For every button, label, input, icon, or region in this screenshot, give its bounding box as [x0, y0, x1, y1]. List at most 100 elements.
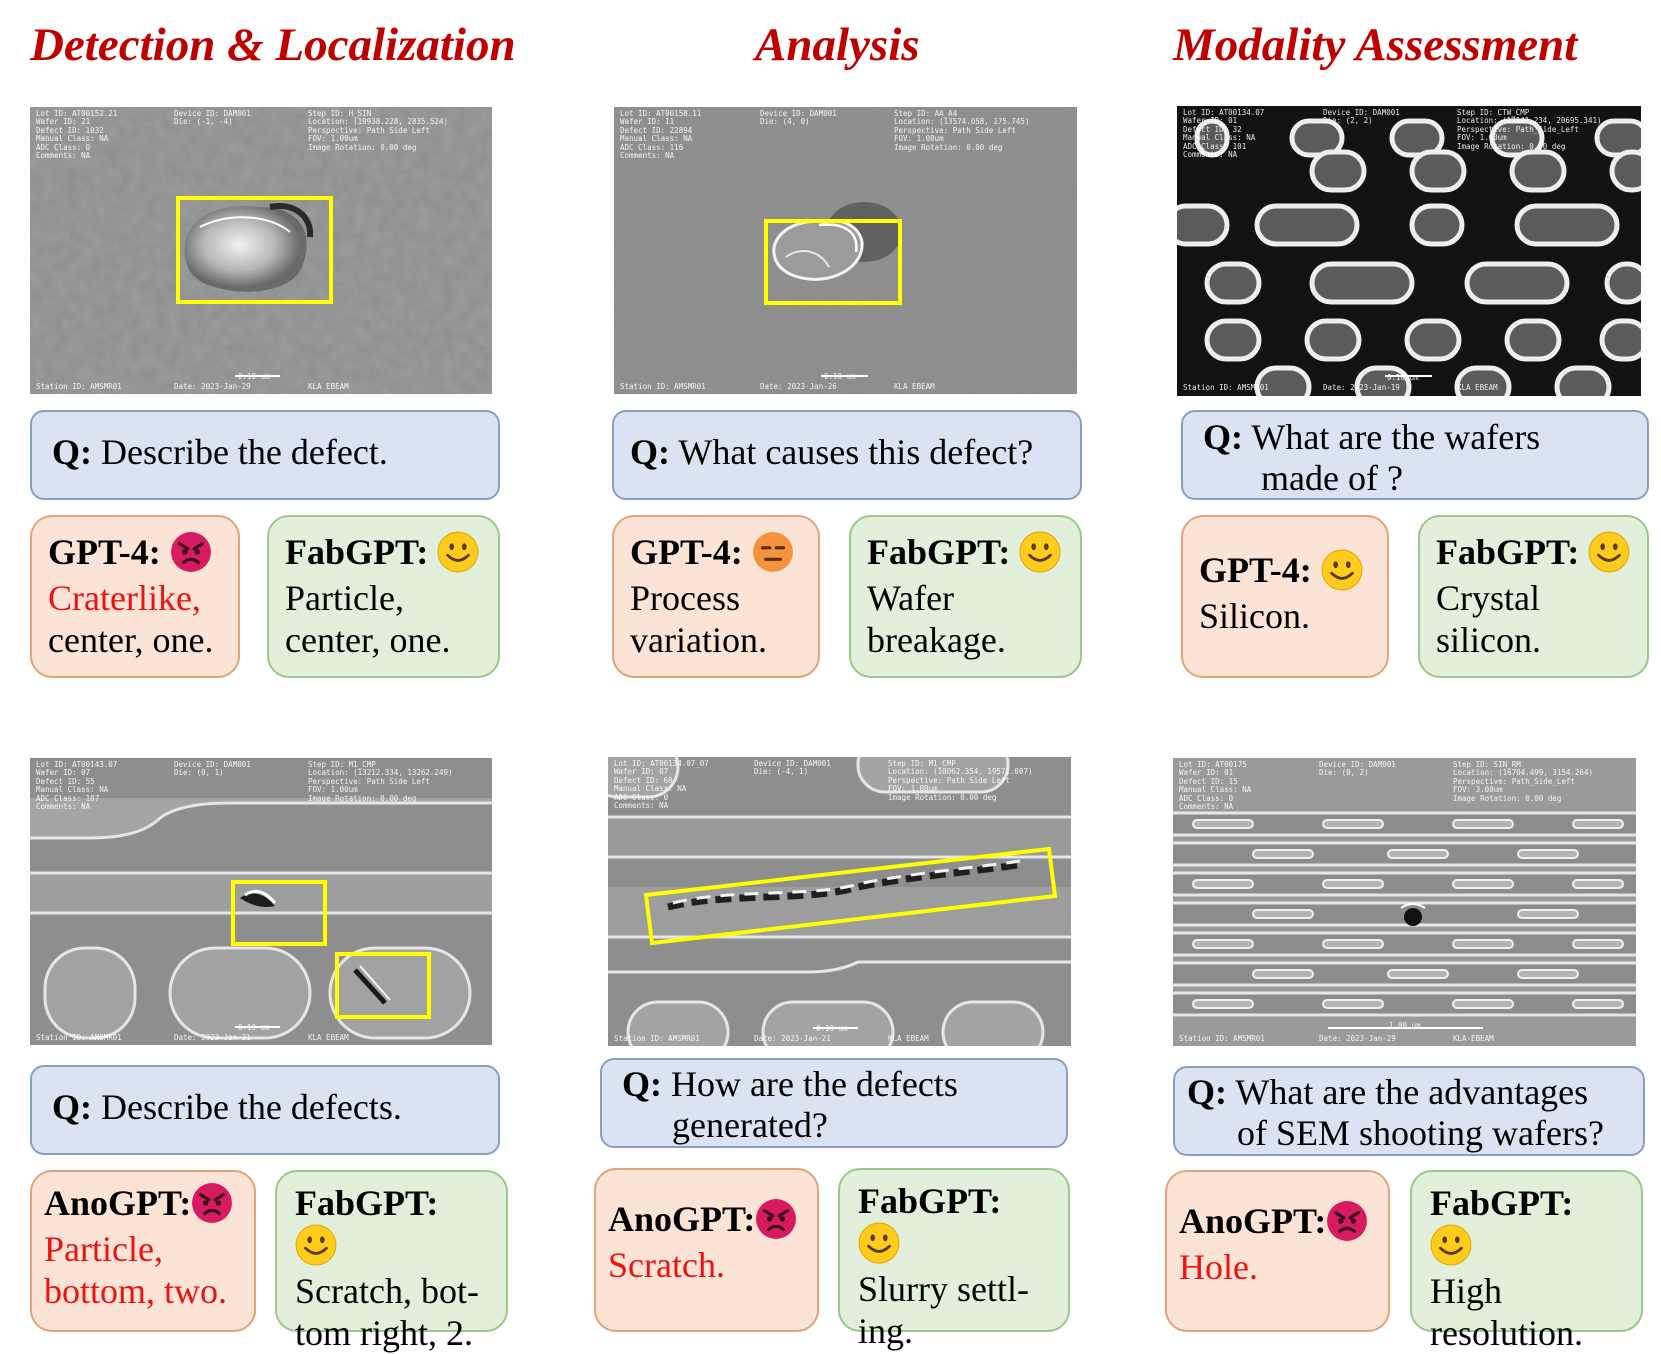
question-box-2: Q: What causes this defect?: [612, 410, 1082, 500]
smiley-face-icon: [1430, 1224, 1472, 1266]
answer-text: Process variation.: [630, 577, 767, 660]
sem-image-slurry-scratch: Lot ID: AT00134.07_07 Wafer ID: 07 Defec…: [608, 757, 1071, 1046]
sem-meta-tool: KLA EBEAM: [894, 382, 935, 391]
smiley-face-icon: [295, 1224, 337, 1266]
sem-meta-mid: Device ID: DAM001 Die: (2, 2): [1323, 108, 1400, 126]
sem-image-two-defects: Lot ID: AT00143.07 Wafer ID: 07 Defect I…: [30, 758, 492, 1045]
sem-meta-right: Step ID: AA_A4 Location: (13574.058, 175…: [894, 109, 1030, 152]
smiley-face-icon: [1321, 549, 1363, 591]
answer-line-1: High: [1430, 1270, 1502, 1311]
sem-meta-scale: 0.10 um: [238, 1023, 270, 1032]
model-name: FabGPT:: [1436, 532, 1580, 572]
sem-image-wafer-breakage: Lot ID: AT00158.11 Wafer ID: 11 Defect I…: [614, 107, 1077, 394]
sem-meta-right: Step ID: CTW_CMP Location: (17141.234, 2…: [1457, 108, 1602, 151]
angry-face-icon: [755, 1198, 797, 1240]
sem-meta-right: Step ID: M1_CMP Location: (13212.334, 13…: [308, 760, 453, 803]
sem-meta-left: Lot ID: AT00158.11 Wafer ID: 11 Defect I…: [620, 109, 702, 161]
sem-meta-station: Station ID: AMSMR01: [1179, 1034, 1265, 1043]
title-modality-assessment: Modality Assessment: [1173, 19, 1578, 71]
model-name: GPT-4:: [48, 532, 161, 572]
sem-meta-mid: Device ID: DAM001 Die: (0, 1): [174, 760, 251, 778]
question-line-2: of SEM shooting wafers?: [1237, 1113, 1604, 1153]
answer-text: center, one.: [48, 619, 214, 660]
sem-meta-right: Step ID: H_SIN Location: (19938.228, 283…: [308, 109, 448, 152]
sem-meta-date: Date: 2023-Jan-21: [754, 1034, 831, 1043]
sem-meta-station: Station ID: AMSMR01: [1183, 383, 1269, 392]
question-box-5: Q: How are the defects generated?: [600, 1058, 1068, 1148]
sem-meta-left: Lot ID: AT00152.21 Wafer ID: 21 Defect I…: [36, 109, 118, 161]
smiley-face-icon: [1588, 531, 1630, 573]
question-text: What causes this defect?: [678, 432, 1034, 472]
answer-text: Crystal silicon.: [1436, 577, 1541, 660]
model-name: FabGPT:: [285, 532, 429, 572]
answer-box-fabgpt-4: FabGPT: Scratch, bot- tom right, 2.: [275, 1170, 508, 1353]
sem-meta-scale: 0.10 um: [238, 372, 270, 381]
answer-box-anogpt-4: AnoGPT: Particle, bottom, two.: [30, 1170, 256, 1332]
sem-meta-station: Station ID: AMSMR01: [36, 1033, 122, 1042]
sem-meta-right: Step ID: M1_CMP Location: (10062.354, 19…: [888, 759, 1033, 802]
sem-meta-scale: 0.10 um: [824, 372, 856, 381]
model-name: FabGPT:: [867, 532, 1011, 572]
sem-meta-date: Date: 2023-Jan-29: [174, 382, 251, 391]
answer-box-fabgpt-6: FabGPT: High resolution.: [1410, 1170, 1643, 1353]
question-box-4: Q: Describe the defects.: [30, 1065, 500, 1155]
sem-meta-left: Lot ID: AT00134.07 Wafer ID: 01 Defect I…: [1183, 108, 1265, 160]
answer-text: Particle, center, one.: [285, 577, 451, 660]
answer-line-1: Scratch, bot-: [295, 1270, 479, 1311]
bbox-defect-5: [643, 846, 1058, 946]
answer-box-fabgpt-5: FabGPT: Slurry settl- ing.: [838, 1168, 1070, 1351]
question-line-1: What are the advantages: [1235, 1072, 1589, 1112]
answer-text: Wafer breakage.: [867, 577, 1006, 660]
bbox-defect-1: [176, 196, 333, 304]
wrong-answer-text: Particle, bottom, two.: [44, 1228, 228, 1311]
model-name: AnoGPT:: [1179, 1201, 1327, 1241]
sem-meta-date: Date: 2023-Jan-26: [760, 382, 837, 391]
question-line-2: generated?: [672, 1105, 828, 1145]
question-line-1: How are the defects: [671, 1064, 958, 1104]
sem-meta-date: Date: 2023-Jan-19: [1323, 383, 1400, 392]
question-prefix: Q:: [1203, 417, 1243, 457]
wrong-answer-text: Hole.: [1179, 1246, 1258, 1287]
sem-meta-station: Station ID: AMSMR01: [36, 382, 122, 391]
question-prefix: Q:: [1187, 1072, 1227, 1112]
model-name: FabGPT:: [1430, 1183, 1574, 1223]
answer-box-fabgpt-2: FabGPT: Wafer breakage.: [849, 515, 1082, 678]
question-box-3: Q: What are the wafers made of ?: [1181, 410, 1649, 500]
sem-meta-tool: KLA EBEAM: [308, 1033, 349, 1042]
model-name: FabGPT:: [295, 1183, 439, 1223]
sem-image-craterlike-particle: Lot ID: AT00152.21 Wafer ID: 21 Defect I…: [30, 107, 492, 394]
sem-meta-mid: Device ID: DAM001 Die: (4, 0): [760, 109, 837, 127]
sem-image-cmp-pattern: Lot ID: AT00134.07 Wafer ID: 01 Defect I…: [1177, 106, 1641, 396]
sem-meta-tool: KLA EBEAM: [308, 382, 349, 391]
question-text: Describe the defects.: [101, 1087, 402, 1127]
model-name: FabGPT:: [858, 1181, 1002, 1221]
sem-meta-right: Step ID: SIN_RM Location: (16704.499, 31…: [1453, 760, 1593, 803]
model-name: GPT-4:: [630, 532, 743, 572]
angry-face-icon: [1326, 1200, 1368, 1242]
angry-face-icon: [170, 531, 212, 573]
model-name: AnoGPT:: [44, 1183, 192, 1223]
angry-face-icon: [191, 1182, 233, 1224]
bbox-defect-4a: [231, 880, 327, 946]
bbox-defect-4b: [335, 952, 431, 1019]
sem-meta-date: Date: 2023-Jan-21: [174, 1033, 251, 1042]
answer-box-fabgpt-3: FabGPT: Crystal silicon.: [1418, 515, 1649, 678]
answer-line-1: Slurry settl-: [858, 1268, 1029, 1309]
sem-meta-date: Date: 2023-Jan-29: [1319, 1034, 1396, 1043]
question-line-1: What are the wafers: [1251, 417, 1541, 457]
answer-line-2: tom right, 2.: [295, 1312, 473, 1353]
sem-meta-mid: Device ID: DAM001 Die: (-4, 1): [754, 759, 831, 777]
sem-meta-mid: Device ID: DAM001 Die: (-1, -4): [174, 109, 251, 127]
sem-meta-tool: KLA EBEAM: [1457, 383, 1498, 392]
answer-box-gpt4-2: GPT-4: Process variation.: [612, 515, 820, 678]
model-name: AnoGPT:: [608, 1199, 756, 1239]
answer-line-2: resolution.: [1430, 1312, 1583, 1353]
question-prefix: Q:: [52, 432, 92, 472]
answer-box-anogpt-5: AnoGPT: Scratch.: [594, 1168, 819, 1332]
question-text: Describe the defect.: [101, 432, 388, 472]
wrong-answer-text: Scratch.: [608, 1244, 725, 1285]
neutral-face-icon: [752, 531, 794, 573]
question-line-2: made of ?: [1261, 458, 1403, 498]
sem-meta-left: Lot ID: AT00134.07_07 Wafer ID: 07 Defec…: [614, 759, 709, 811]
smiley-face-icon: [437, 531, 479, 573]
